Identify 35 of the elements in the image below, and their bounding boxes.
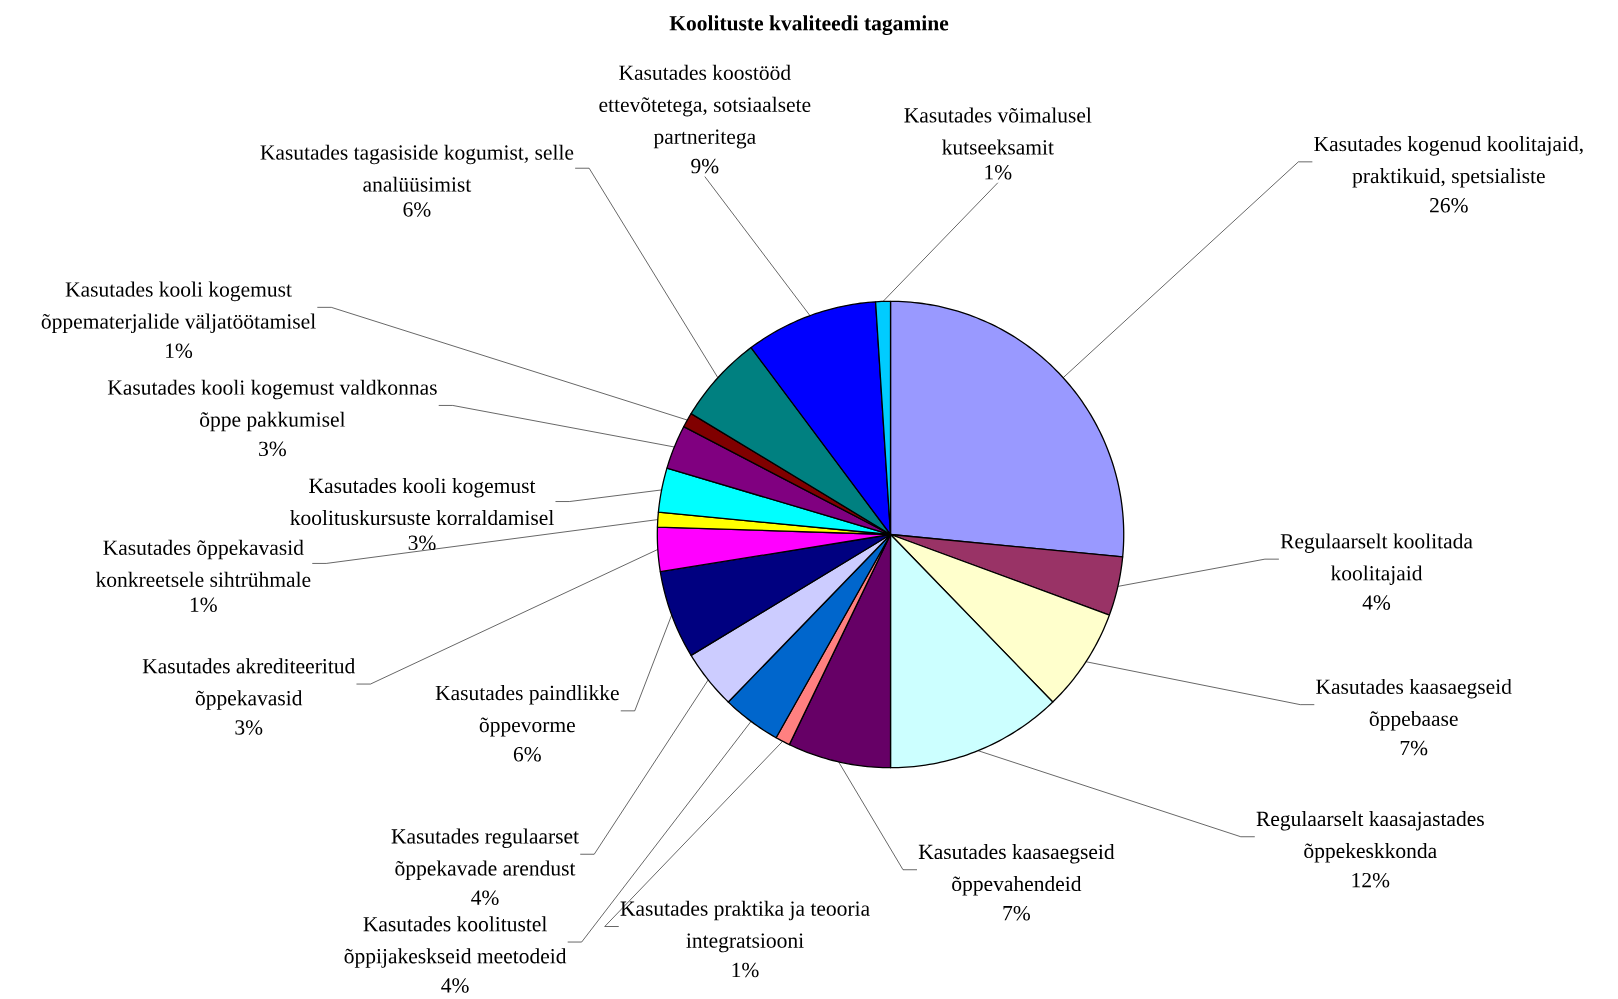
slice-label: Kasutades kaasaegseid õppevahendeid — [918, 844, 1115, 896]
slice-label: Kasutades paindlikke õppevorme — [435, 685, 619, 737]
data-label: 4% — [441, 978, 469, 993]
data-label: 26% — [1430, 197, 1468, 213]
slice-label: Regulaarselt kaasajastades õppekeskkonda — [1256, 811, 1484, 863]
data-label: 1% — [732, 962, 759, 978]
data-label: 6% — [403, 202, 431, 217]
data-label: 1% — [166, 343, 193, 359]
data-label: 3% — [408, 535, 436, 551]
slice-label: Kasutades kaasaegseid õppebaase — [1316, 678, 1512, 731]
data-label: 12% — [1352, 872, 1390, 888]
slice-label: Kasutades tagasiside kogumist, selle analüüsimist — [260, 144, 574, 192]
slice-label: Kasutades kooli kogemust õppematerjalide väljatöötamisel — [41, 281, 316, 334]
slice-label: Kasutades regulaarset õppekavade arendust — [391, 828, 579, 880]
slice-label: Kasutades võimalusel kutseeksamit — [904, 107, 1092, 155]
slice-label: Kasutades koolitustel õppijakeskseid meetodeid — [344, 916, 567, 968]
data-label: 6% — [513, 746, 541, 762]
data-label: 4% — [471, 890, 499, 905]
slice-label: Kasutades praktika ja teooria integratsiooni — [620, 900, 870, 953]
slice-label: Regulaarselt koolitada koolitajaid — [1280, 533, 1473, 585]
slice-label: Kasutades õppekavasid konkreetsele sihtrühmale — [95, 539, 311, 587]
data-label: 1% — [985, 164, 1012, 180]
slice-label: Kasutades akrediteeritud õppekavasid — [142, 658, 356, 710]
data-label: 4% — [1362, 595, 1391, 610]
slice-label: Kasutades kooli kogemust koolituskursuste korraldamisel — [290, 477, 554, 526]
data-label: 3% — [235, 720, 263, 735]
data-label: 7% — [1400, 740, 1428, 756]
data-label: 3% — [259, 441, 286, 457]
data-label: 9% — [691, 158, 719, 174]
slice-label: Kasutades kogenud koolitajaid, praktikuid, spetsialiste — [1314, 136, 1583, 188]
data-label: 1% — [190, 597, 217, 612]
chart-title: Koolituste kvaliteedi tagamine — [669, 15, 949, 36]
slice-label: Kasutades koostööd ettevõtetega, sotsiaalsete partneritega — [599, 64, 811, 149]
data-label: 7% — [1003, 905, 1030, 921]
slice-label: Kasutades kooli kogemust valdkonnas õppe pakkumisel — [107, 379, 437, 432]
